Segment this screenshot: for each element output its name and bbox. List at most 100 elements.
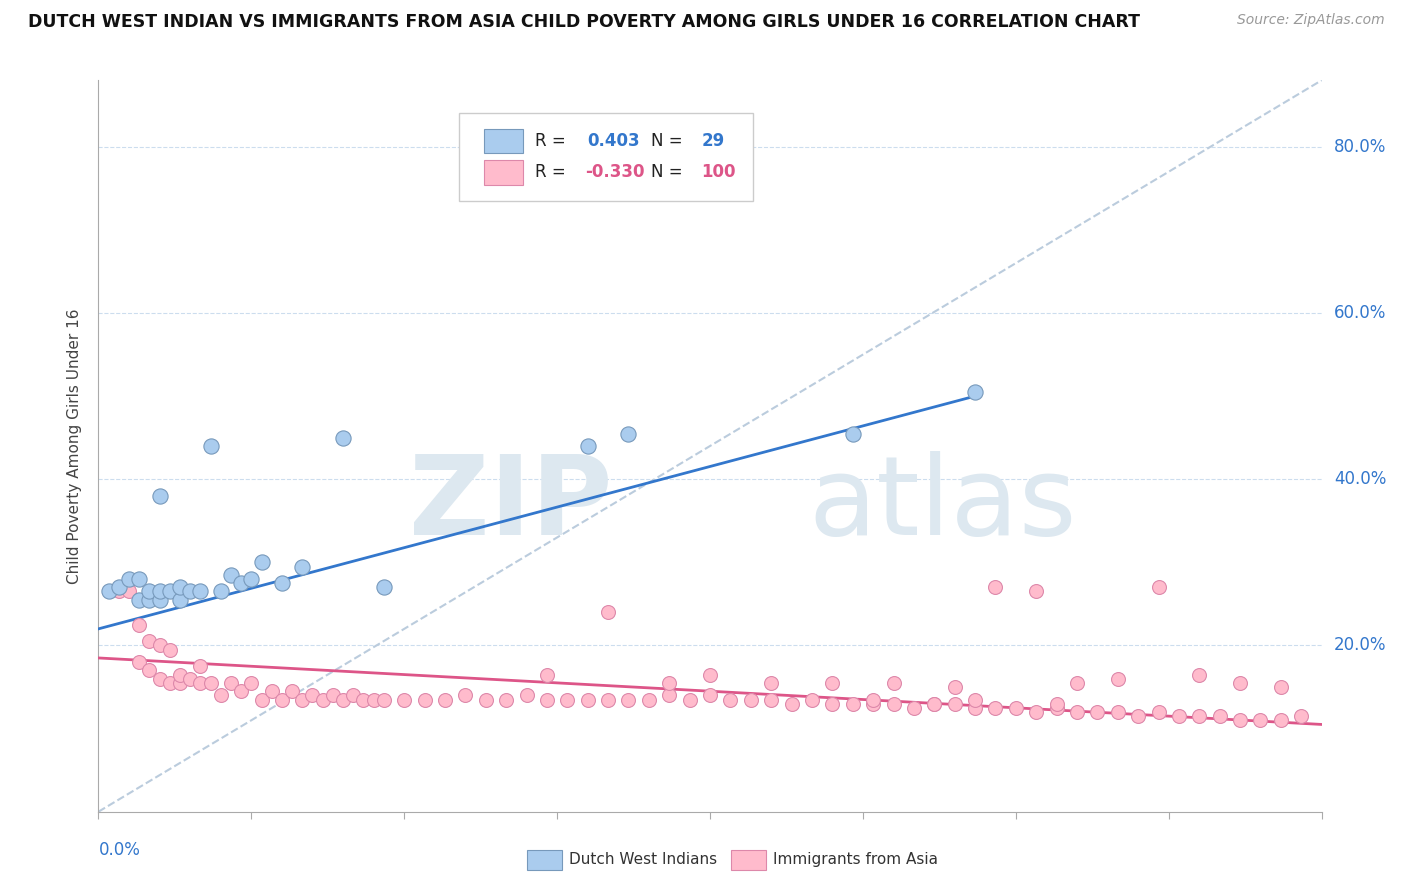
Text: N =: N = — [651, 132, 683, 150]
Point — [841, 426, 863, 441]
Point — [270, 576, 294, 591]
Point — [138, 664, 160, 678]
Point — [179, 584, 201, 599]
Point — [169, 676, 191, 690]
Point — [128, 592, 150, 607]
Point — [679, 692, 702, 706]
Point — [922, 697, 945, 711]
Point — [108, 580, 131, 594]
Point — [108, 584, 131, 599]
Point — [1209, 709, 1232, 723]
Point — [373, 580, 395, 594]
Point — [231, 576, 253, 591]
Point — [761, 692, 783, 706]
Point — [862, 697, 884, 711]
Point — [219, 567, 242, 582]
Point — [841, 697, 863, 711]
Point — [821, 676, 844, 690]
Y-axis label: Child Poverty Among Girls Under 16: Child Poverty Among Girls Under 16 — [67, 309, 83, 583]
Point — [260, 684, 283, 698]
Point — [1085, 705, 1108, 719]
Point — [169, 580, 191, 594]
Point — [1249, 714, 1271, 728]
Point — [118, 572, 141, 586]
Text: 100: 100 — [702, 163, 735, 181]
Point — [1188, 709, 1211, 723]
Text: 29: 29 — [702, 132, 724, 150]
Point — [536, 692, 558, 706]
Point — [658, 676, 681, 690]
Point — [1107, 705, 1129, 719]
Point — [179, 672, 201, 686]
Text: R =: R = — [536, 163, 565, 181]
Point — [1167, 709, 1189, 723]
Point — [516, 689, 538, 703]
Point — [1229, 676, 1251, 690]
Text: Source: ZipAtlas.com: Source: ZipAtlas.com — [1237, 13, 1385, 28]
Point — [188, 659, 212, 673]
Point — [1188, 667, 1211, 681]
Point — [240, 572, 263, 586]
Point — [363, 692, 385, 706]
Point — [903, 701, 925, 715]
Point — [617, 426, 640, 441]
Point — [209, 689, 232, 703]
Text: Dutch West Indians: Dutch West Indians — [569, 853, 717, 867]
Point — [598, 692, 620, 706]
Point — [658, 689, 681, 703]
Point — [1025, 705, 1047, 719]
Point — [270, 692, 294, 706]
Point — [118, 584, 141, 599]
Text: N =: N = — [651, 163, 683, 181]
Point — [1291, 709, 1313, 723]
Point — [1270, 714, 1292, 728]
Point — [128, 617, 150, 632]
Point — [291, 692, 314, 706]
Point — [1128, 709, 1150, 723]
Text: 0.0%: 0.0% — [98, 841, 141, 859]
Point — [332, 692, 354, 706]
Text: -0.330: -0.330 — [585, 163, 645, 181]
Text: DUTCH WEST INDIAN VS IMMIGRANTS FROM ASIA CHILD POVERTY AMONG GIRLS UNDER 16 COR: DUTCH WEST INDIAN VS IMMIGRANTS FROM ASI… — [28, 13, 1140, 31]
Point — [250, 555, 273, 569]
Point — [1270, 680, 1292, 694]
Point — [984, 701, 1007, 715]
Point — [322, 689, 344, 703]
Text: 40.0%: 40.0% — [1334, 470, 1386, 488]
Point — [312, 692, 335, 706]
Text: 80.0%: 80.0% — [1334, 137, 1386, 156]
Text: atlas: atlas — [808, 451, 1077, 558]
Point — [1107, 672, 1129, 686]
Point — [413, 692, 436, 706]
Point — [97, 584, 120, 599]
Point — [149, 672, 172, 686]
Point — [128, 655, 150, 669]
Point — [231, 684, 253, 698]
Point — [209, 584, 232, 599]
Point — [128, 572, 150, 586]
Point — [169, 667, 191, 681]
Point — [1045, 697, 1069, 711]
Point — [883, 697, 905, 711]
Point — [149, 639, 172, 653]
Point — [1004, 701, 1026, 715]
Point — [965, 692, 987, 706]
Point — [149, 489, 172, 503]
Point — [352, 692, 374, 706]
Point — [149, 584, 172, 599]
Point — [1066, 705, 1088, 719]
Point — [1045, 701, 1069, 715]
FancyBboxPatch shape — [460, 113, 752, 201]
Point — [965, 701, 987, 715]
Point — [97, 584, 120, 599]
Point — [159, 676, 181, 690]
Point — [169, 592, 191, 607]
Point — [219, 676, 242, 690]
Point — [108, 580, 131, 594]
Point — [342, 689, 364, 703]
Point — [943, 680, 966, 694]
Point — [617, 692, 640, 706]
Point — [138, 584, 160, 599]
Point — [281, 684, 304, 698]
Point — [555, 692, 579, 706]
